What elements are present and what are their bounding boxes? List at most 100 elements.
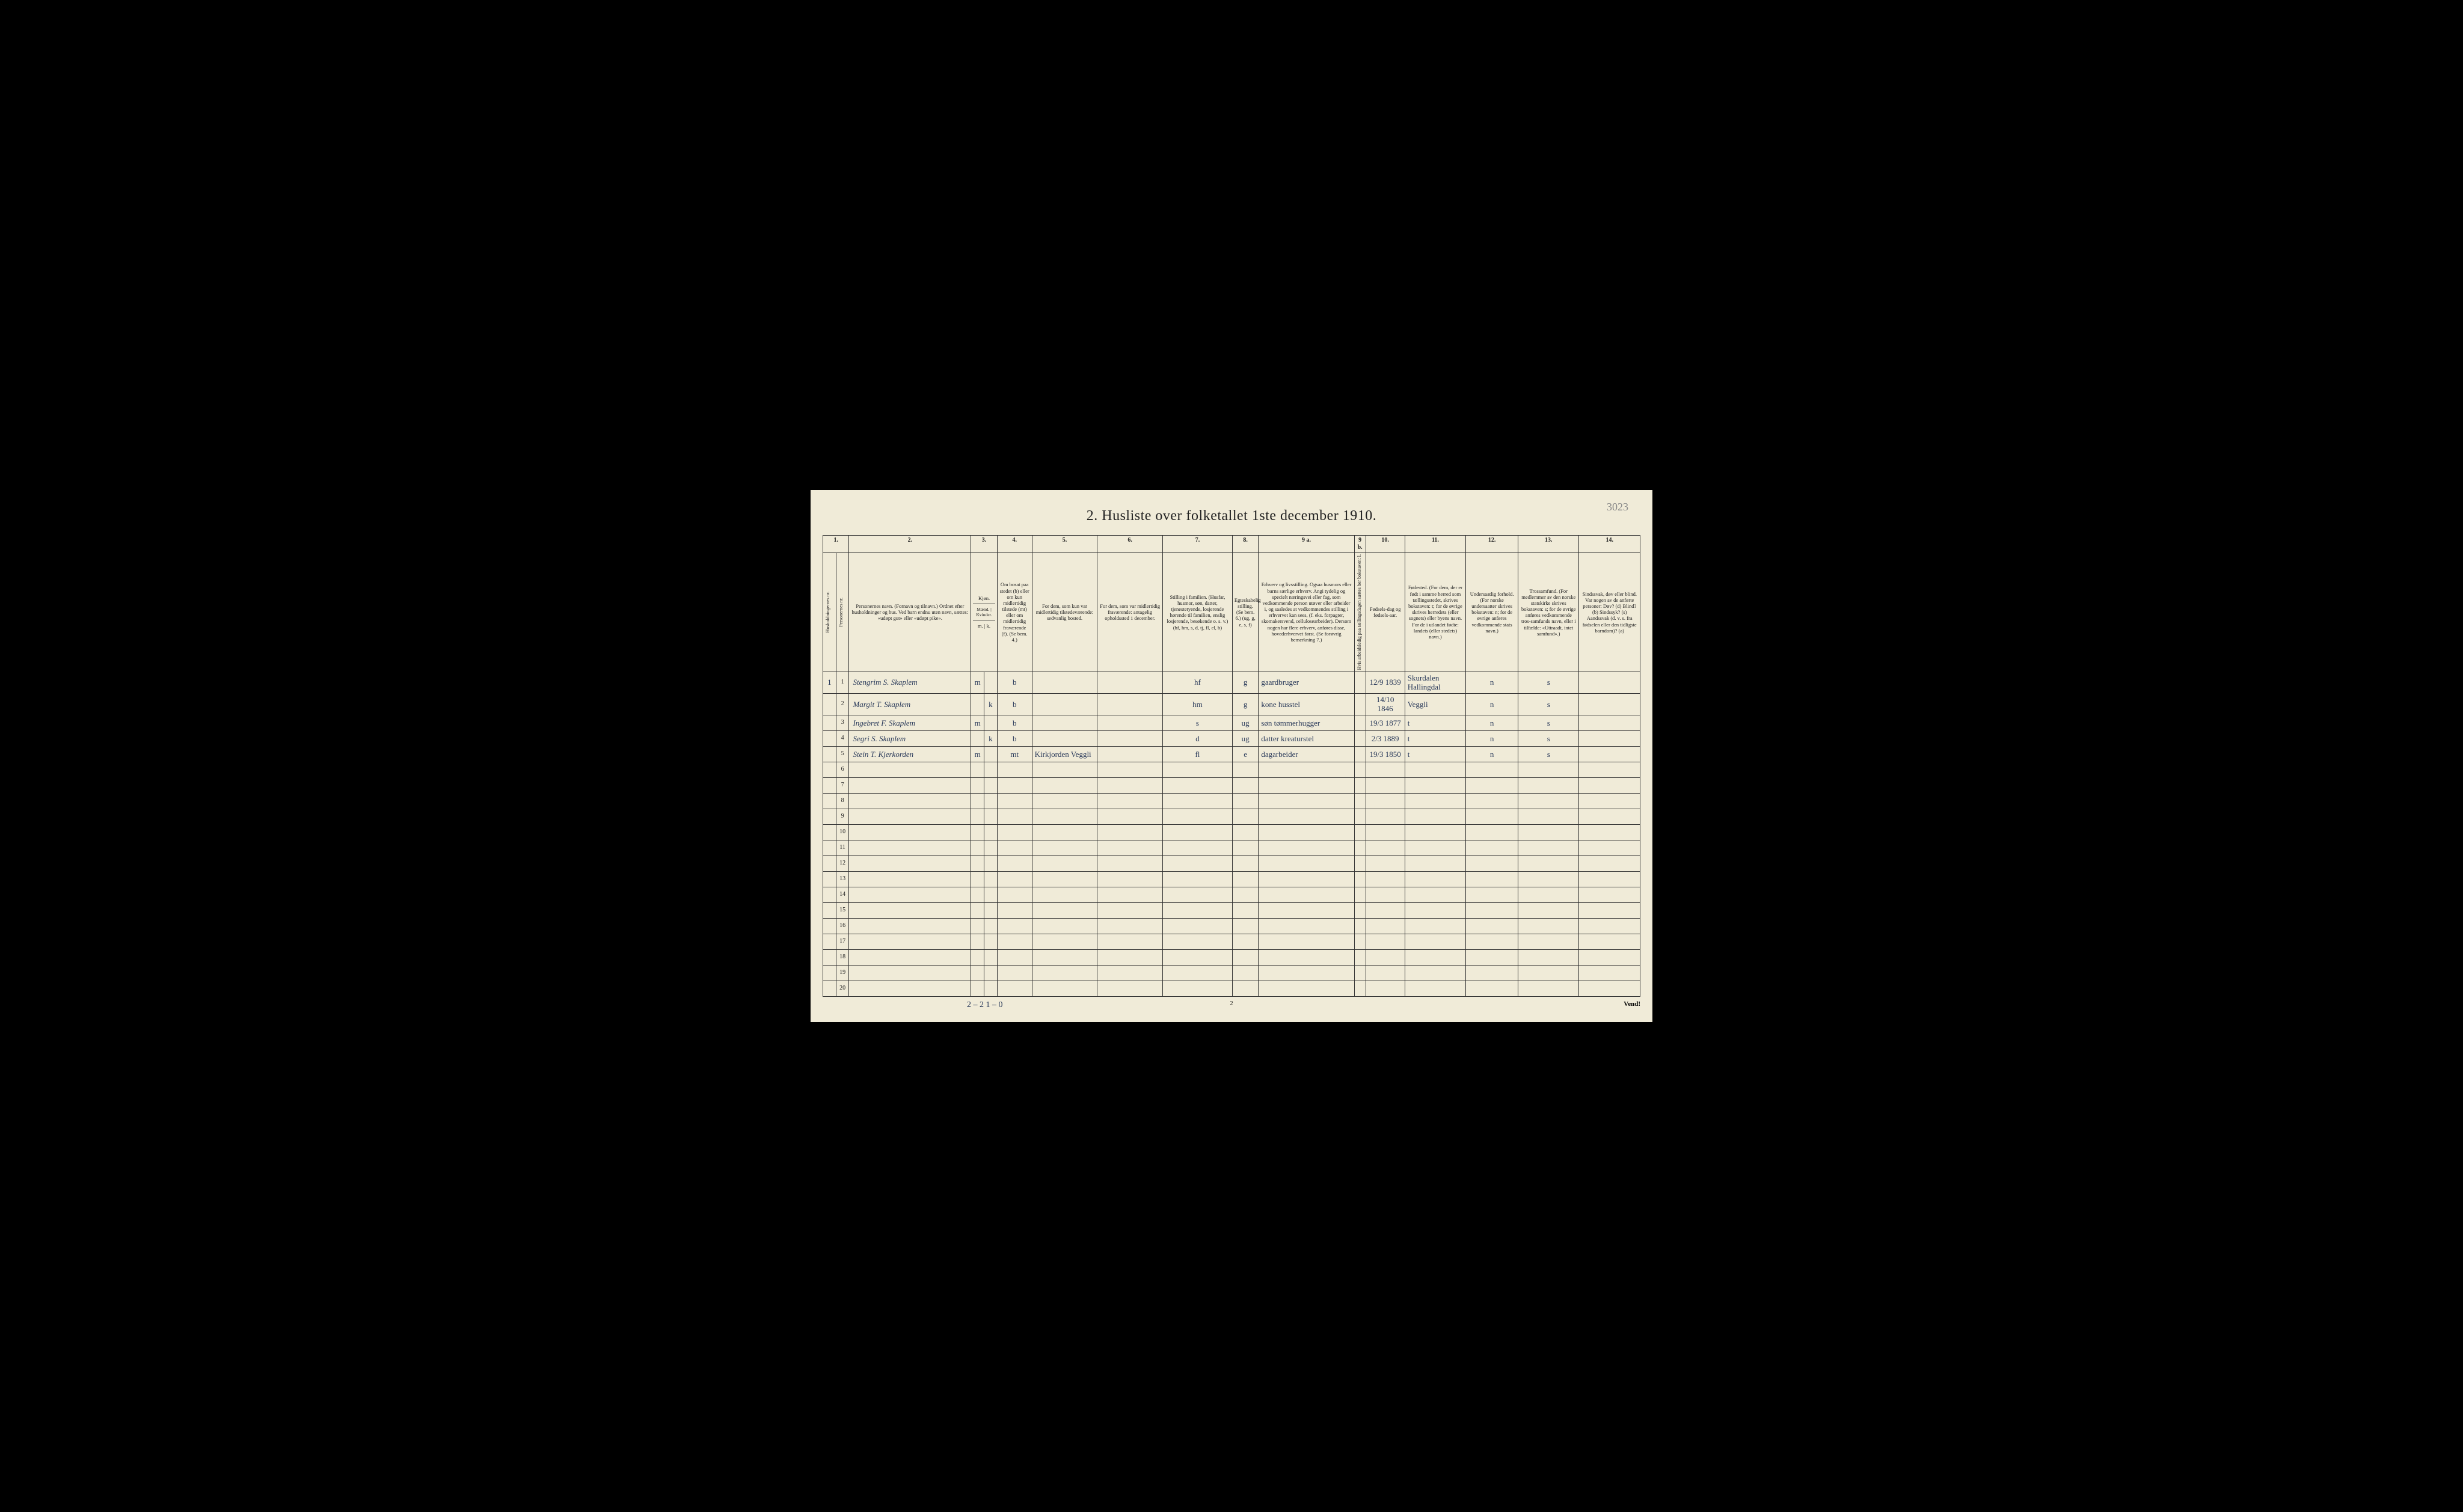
- empty-cell: [849, 902, 971, 918]
- table-row-empty: 10: [823, 824, 1640, 840]
- person-num: 19: [836, 965, 849, 981]
- colnum: 12.: [1466, 536, 1518, 553]
- household-num: [823, 840, 836, 855]
- empty-cell: [1405, 902, 1465, 918]
- empty-cell: [1354, 809, 1366, 824]
- household-num: [823, 730, 836, 746]
- household-num: [823, 855, 836, 871]
- empty-cell: [1232, 793, 1258, 809]
- empty-cell: [1097, 934, 1163, 949]
- person-num: 12: [836, 855, 849, 871]
- empty-cell: [1162, 965, 1232, 981]
- empty-cell: [1466, 981, 1518, 996]
- empty-cell: [1097, 902, 1163, 918]
- empty-cell: [1097, 981, 1163, 996]
- marital-status: e: [1232, 746, 1258, 762]
- empty-cell: [1354, 824, 1366, 840]
- empty-cell: [1366, 965, 1405, 981]
- religion: s: [1518, 672, 1579, 693]
- empty-cell: [1354, 887, 1366, 902]
- table-row: 4Segri S. Skaplemkbdugdatter kreaturstel…: [823, 730, 1640, 746]
- empty-cell: [1354, 762, 1366, 777]
- empty-cell: [971, 824, 984, 840]
- disability: [1579, 746, 1640, 762]
- empty-cell: [1097, 809, 1163, 824]
- page-footer: 2 – 2 1 – 0 2 Vend!: [823, 1000, 1640, 1010]
- empty-cell: [1259, 965, 1354, 981]
- colnum: 7.: [1162, 536, 1232, 553]
- table-header: 1. 2. 3. 4. 5. 6. 7. 8. 9 a. 9 b. 10. 11…: [823, 536, 1640, 672]
- household-num: [823, 934, 836, 949]
- household-num: [823, 871, 836, 887]
- empty-cell: [1097, 949, 1163, 965]
- empty-cell: [1032, 949, 1097, 965]
- empty-cell: [971, 902, 984, 918]
- empty-cell: [1579, 934, 1640, 949]
- person-num: 15: [836, 902, 849, 918]
- empty-cell: [1259, 762, 1354, 777]
- empty-cell: [984, 855, 998, 871]
- col-header: Personernes navn. (Fornavn og tilnavn.) …: [849, 553, 971, 672]
- empty-cell: [971, 981, 984, 996]
- household-num: 1: [823, 672, 836, 693]
- empty-cell: [1518, 777, 1579, 793]
- col-header: Trossamfund. (For medlemmer av den norsk…: [1518, 553, 1579, 672]
- col-header: Erhverv og livsstilling. Ogsaa husmors e…: [1259, 553, 1354, 672]
- empty-cell: [1405, 934, 1465, 949]
- table-row: 3Ingebret F. Skaplemmbsugsøn tømmerhugge…: [823, 715, 1640, 730]
- empty-cell: [1354, 965, 1366, 981]
- temp-location: [1097, 715, 1163, 730]
- usual-residence: Kirkjorden Veggli: [1032, 746, 1097, 762]
- person-num: 20: [836, 981, 849, 996]
- empty-cell: [1466, 762, 1518, 777]
- empty-cell: [1405, 762, 1465, 777]
- empty-cell: [1232, 824, 1258, 840]
- occupation: gaardbruger: [1259, 672, 1354, 693]
- census-page: 3023 2. Husliste over folketallet 1ste d…: [811, 490, 1652, 1022]
- empty-cell: [849, 762, 971, 777]
- empty-cell: [997, 918, 1032, 934]
- table-row-empty: 13: [823, 871, 1640, 887]
- empty-cell: [1579, 965, 1640, 981]
- household-num: [823, 793, 836, 809]
- empty-cell: [1405, 824, 1465, 840]
- empty-cell: [1466, 949, 1518, 965]
- person-num: 14: [836, 887, 849, 902]
- empty-cell: [997, 965, 1032, 981]
- empty-cell: [1405, 918, 1465, 934]
- sex-k: [984, 746, 998, 762]
- empty-cell: [1405, 840, 1465, 855]
- empty-cell: [849, 981, 971, 996]
- empty-cell: [1366, 855, 1405, 871]
- unemployed: [1354, 730, 1366, 746]
- household-num: [823, 949, 836, 965]
- empty-cell: [1518, 871, 1579, 887]
- empty-cell: [984, 965, 998, 981]
- empty-cell: [1162, 824, 1232, 840]
- unemployed: [1354, 693, 1366, 715]
- empty-cell: [984, 777, 998, 793]
- family-position: fl: [1162, 746, 1232, 762]
- empty-cell: [1366, 809, 1405, 824]
- empty-cell: [1466, 824, 1518, 840]
- col-header: Fødsels-dag og fødsels-aar.: [1366, 553, 1405, 672]
- empty-cell: [1032, 965, 1097, 981]
- religion: s: [1518, 746, 1579, 762]
- occupation: dagarbeider: [1259, 746, 1354, 762]
- empty-cell: [1466, 965, 1518, 981]
- empty-cell: [1354, 871, 1366, 887]
- citizenship: n: [1466, 730, 1518, 746]
- birth-date: 12/9 1839: [1366, 672, 1405, 693]
- empty-cell: [1032, 840, 1097, 855]
- table-row-empty: 7: [823, 777, 1640, 793]
- empty-cell: [1366, 824, 1405, 840]
- empty-cell: [997, 855, 1032, 871]
- empty-cell: [997, 949, 1032, 965]
- empty-cell: [1579, 809, 1640, 824]
- person-num: 3: [836, 715, 849, 730]
- empty-cell: [1032, 762, 1097, 777]
- empty-cell: [997, 777, 1032, 793]
- empty-cell: [1466, 777, 1518, 793]
- column-number-row: 1. 2. 3. 4. 5. 6. 7. 8. 9 a. 9 b. 10. 11…: [823, 536, 1640, 553]
- col-header: Stilling i familien. (Husfar, husmor, sø…: [1162, 553, 1232, 672]
